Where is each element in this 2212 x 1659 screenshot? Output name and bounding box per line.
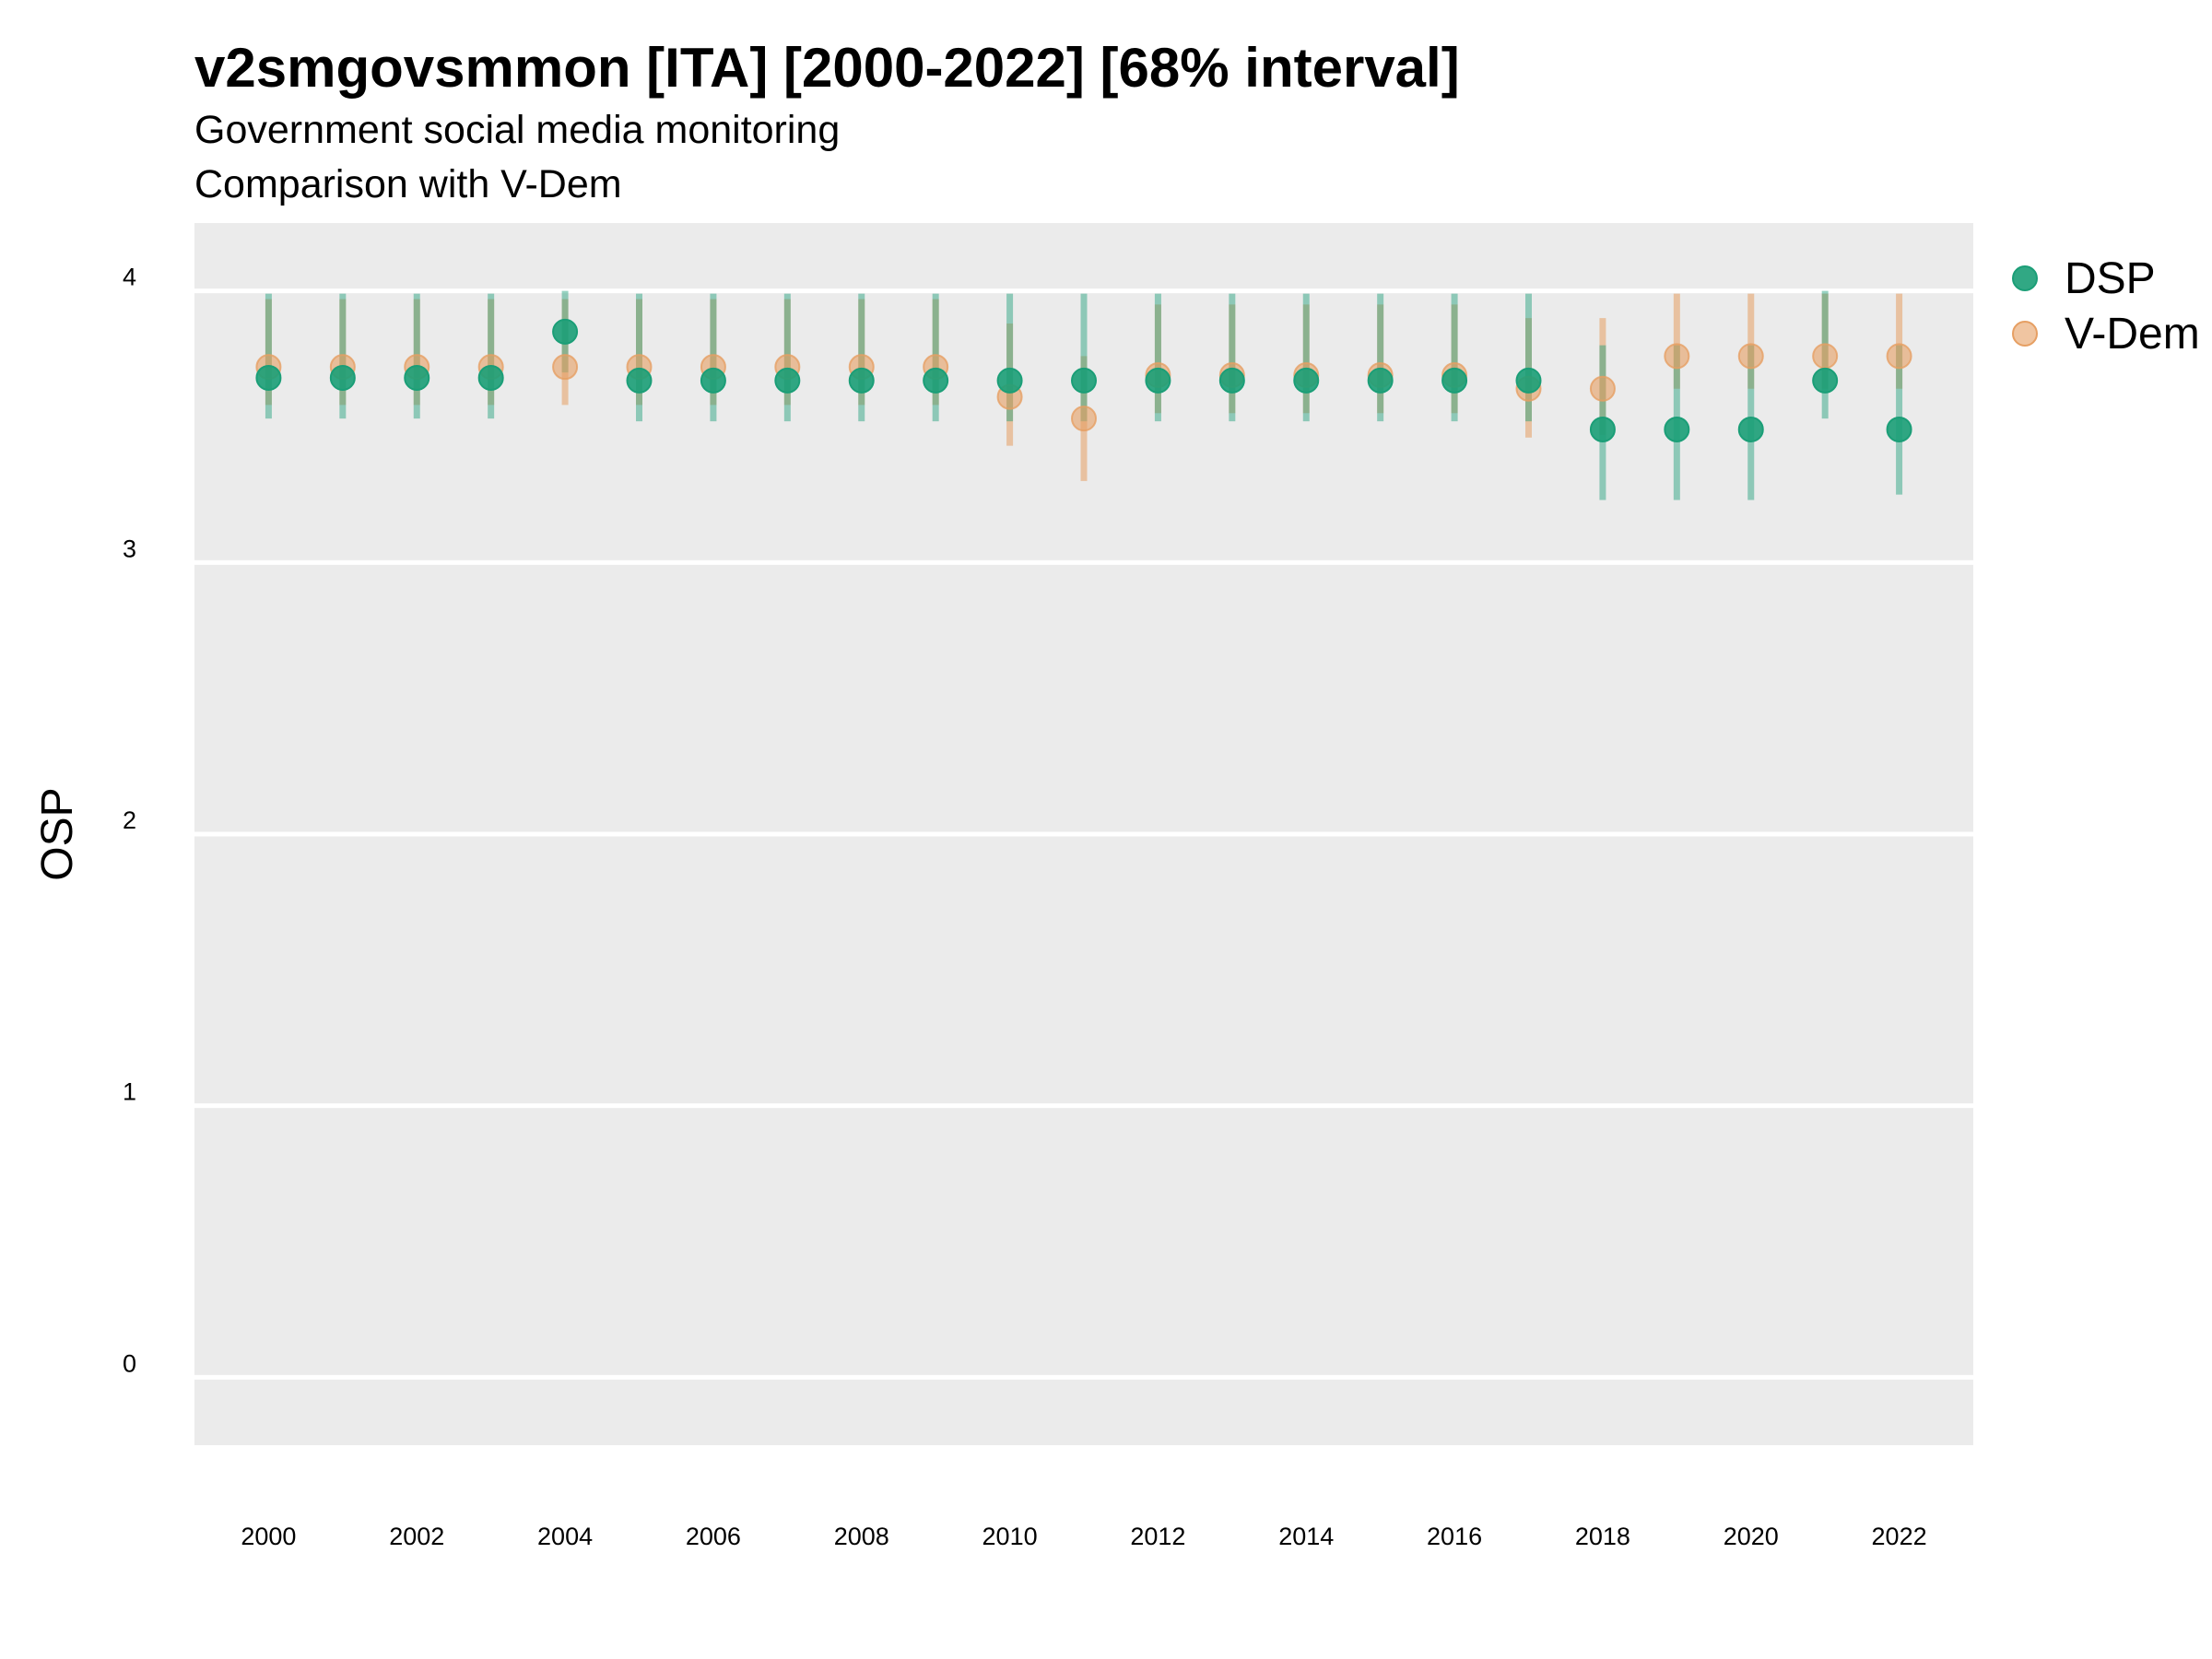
x-tick-label: 2008 xyxy=(834,1523,889,1550)
dsp-point-2000 xyxy=(255,364,282,391)
dsp-point-2012 xyxy=(1145,367,1171,394)
x-tick-label: 2014 xyxy=(1278,1523,1334,1550)
dsp-point-2009 xyxy=(923,367,949,394)
x-tick-label: 2000 xyxy=(241,1523,296,1550)
x-tick-label: 2020 xyxy=(1724,1523,1779,1550)
dsp-point-2018 xyxy=(1589,416,1616,442)
dsp-point-2006 xyxy=(700,367,726,394)
x-tick-label: 2016 xyxy=(1427,1523,1482,1550)
dsp-point-2001 xyxy=(329,364,356,391)
dsp-point-2004 xyxy=(552,318,579,345)
v-dem-point-2011 xyxy=(1071,406,1097,432)
gridlines xyxy=(194,288,1973,1380)
data-points xyxy=(255,318,1912,442)
x-tick-label: 2002 xyxy=(389,1523,444,1550)
y-axis-label: OSP xyxy=(33,787,82,880)
dsp-point-2022 xyxy=(1886,416,1912,442)
dsp-point-2019 xyxy=(1664,416,1690,442)
x-tick-label: 2018 xyxy=(1575,1523,1630,1550)
v-dem-point-2004 xyxy=(552,354,579,381)
legend-label-dsp: DSP xyxy=(2065,254,2156,303)
x-axis-ticks: 2000 2002 2004 2006 2008 2010 2012 2014 2016 2018… xyxy=(241,1523,1926,1550)
y-tick-label: 1 xyxy=(123,1078,136,1106)
dsp-point-2016 xyxy=(1441,367,1468,394)
dsp-point-2015 xyxy=(1367,367,1394,394)
chart-subtitle-line-1: Government social media monitoring xyxy=(194,108,840,152)
dsp-point-2021 xyxy=(1812,367,1839,394)
legend: DSP V-Dem xyxy=(2012,254,2200,359)
v-dem-point-2022 xyxy=(1886,343,1912,370)
chart-subtitle-line-2: Comparison with V-Dem xyxy=(194,162,622,206)
y-tick-label: 0 xyxy=(123,1349,136,1377)
y-tick-label: 4 xyxy=(123,264,136,291)
x-tick-label: 2006 xyxy=(686,1523,741,1550)
v-dem-point-2018 xyxy=(1589,375,1616,402)
dsp-point-2002 xyxy=(404,364,430,391)
dsp-point-2020 xyxy=(1737,416,1764,442)
dsp-point-2017 xyxy=(1515,367,1542,394)
y-tick-label: 3 xyxy=(123,535,136,562)
legend-key-v-dem xyxy=(2012,321,2038,347)
x-tick-label: 2004 xyxy=(537,1523,593,1550)
y-tick-label: 2 xyxy=(123,806,136,834)
dsp-point-2005 xyxy=(626,367,653,394)
dsp-point-2007 xyxy=(774,367,801,394)
dsp-point-2003 xyxy=(477,364,504,391)
v-dem-point-2020 xyxy=(1737,343,1764,370)
legend-label-v-dem: V-Dem xyxy=(2065,310,2200,359)
chart-title: v2smgovsmmon [ITA] [2000-2022] [68% inte… xyxy=(194,37,1460,99)
x-tick-label: 2010 xyxy=(982,1523,1038,1550)
dsp-point-2014 xyxy=(1293,367,1320,394)
legend-key-dsp xyxy=(2012,265,2038,291)
x-tick-label: 2012 xyxy=(1130,1523,1185,1550)
dsp-point-2008 xyxy=(848,367,875,394)
dsp-point-2010 xyxy=(996,367,1023,394)
x-tick-label: 2022 xyxy=(1872,1523,1927,1550)
v-dem-point-2021 xyxy=(1812,343,1839,370)
v-dem-point-2019 xyxy=(1664,343,1690,370)
dsp-point-2013 xyxy=(1218,367,1245,394)
dsp-point-2011 xyxy=(1071,367,1097,394)
y-axis-ticks: 0 1 2 3 4 xyxy=(123,264,136,1378)
